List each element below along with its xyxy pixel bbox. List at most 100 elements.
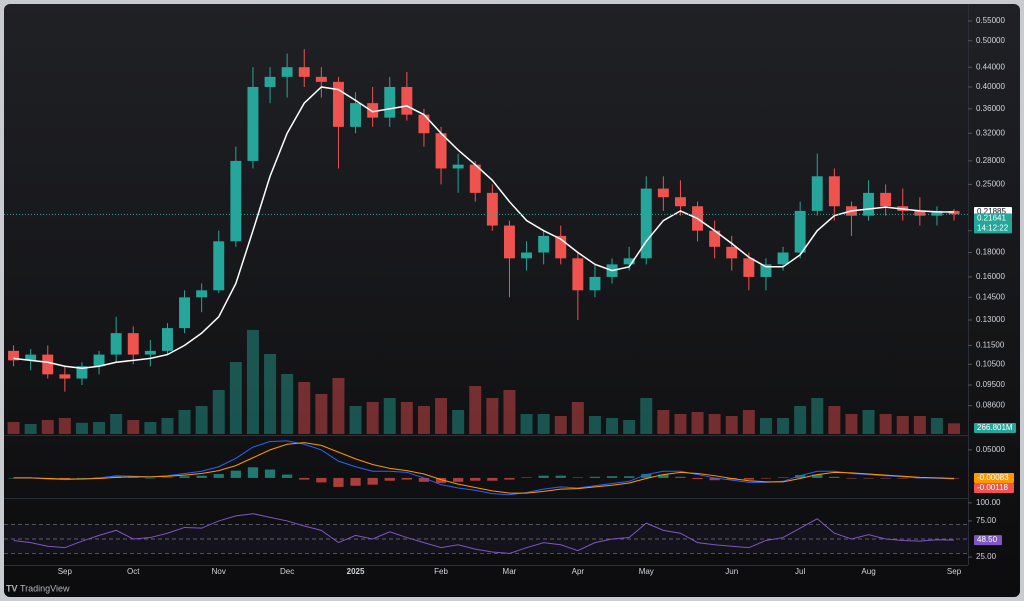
macd-histogram [863,477,874,479]
candle-body [811,176,823,211]
volume-bar [725,416,738,434]
macd-histogram [128,477,139,478]
y-tick-label: 0.50000 [976,36,1005,45]
rsi-label: 48.50 [977,535,998,544]
x-tick-label: Jun [725,567,738,576]
volume-bar [554,416,567,434]
volume-bar [520,414,533,434]
volume-bar [674,414,687,434]
candle-body [794,210,806,253]
macd-histogram [692,477,703,480]
candle-body [538,235,550,253]
macd-histogram [247,467,259,478]
volume-bar [691,412,704,434]
macd-histogram [795,475,806,478]
candle-body [503,225,515,259]
y-tick-label: 0.11500 [976,340,1005,349]
volume-bar [828,406,841,434]
volume-bar [41,420,54,434]
candle-body [435,133,447,169]
macd-histogram [333,477,344,487]
volume-bar [708,414,721,434]
y-tick-label: 0.28000 [976,156,1005,165]
ma-label: 0.21885 [977,207,1006,216]
hist-label-box [974,483,1014,493]
candle-body [213,241,225,291]
macd-histogram [213,474,224,478]
macd-histogram [606,476,618,478]
macd-histogram [555,475,566,478]
macd-histogram [743,477,754,480]
hist-label: -0.00118 [977,483,1009,492]
y-tick-label: 0.13000 [976,315,1005,324]
volume-bar [195,406,208,434]
volume-bar [75,422,88,434]
macd-histogram [812,474,823,478]
volume-bar [623,420,636,434]
y-tick-label: 75.00 [976,516,997,525]
volume-bar [349,406,362,434]
volume-bar [794,406,807,434]
volume-bar [469,386,482,434]
macd-histogram [641,474,652,478]
x-tick-label: Jul [795,567,805,576]
x-tick-label: Dec [280,567,294,576]
macd-histogram [196,475,207,478]
volume-bar [212,390,225,434]
macd-histogram [350,477,361,486]
x-tick-label: 2025 [347,567,365,576]
y-tick-label: 0.09500 [976,380,1005,389]
macd-histogram [521,477,532,478]
volume-bar [435,398,448,434]
candle-body [777,252,789,265]
price-label-box [974,213,1012,234]
x-tick-label: Mar [503,567,517,576]
candle-body [247,86,259,161]
volume-bar [24,424,37,434]
volume-bar [571,402,584,434]
volume-bar [606,418,619,434]
x-tick-label: Sep [947,567,962,576]
candle-body [743,258,755,277]
y-tick-label: 0.08600 [976,401,1005,410]
volume-bar [896,416,909,434]
candle-body [367,103,379,118]
y-tick-label: 25.00 [976,552,997,561]
volume-bar [281,374,294,434]
y-tick-label: 0.40000 [976,82,1005,91]
macd-histogram [470,477,481,481]
candle-body [144,350,156,355]
x-tick-label: Oct [127,567,140,576]
volume-bar [366,402,379,434]
brand-icon: TV [6,583,18,593]
candle-body [93,354,105,367]
macd-histogram [760,477,772,479]
macd-histogram [880,477,891,479]
candle-body [230,160,242,242]
x-tick-label: Aug [861,567,875,576]
candle-body [452,164,464,169]
macd-histogram [316,477,327,483]
volume-bar [777,418,790,434]
volume-bar [400,402,413,434]
countdown: 14:12:22 [977,223,1009,232]
x-tick-label: May [639,567,654,576]
moving-average [13,86,955,369]
candle-body [863,192,875,216]
x-tick-label: Sep [58,567,73,576]
volume-bar [742,410,755,434]
macd-histogram [59,477,70,479]
macd-histogram [401,477,412,480]
rsi-band-fill [4,524,968,554]
y-tick-label: 0.05000 [976,445,1005,454]
candle-body [179,297,191,329]
candle-body [264,76,276,87]
x-tick-label: Feb [434,567,448,576]
volume-bar [452,410,465,434]
macd-histogram [846,477,857,479]
macd-histogram [76,477,88,479]
candle-body [589,276,601,291]
macd-histogram [675,476,686,478]
